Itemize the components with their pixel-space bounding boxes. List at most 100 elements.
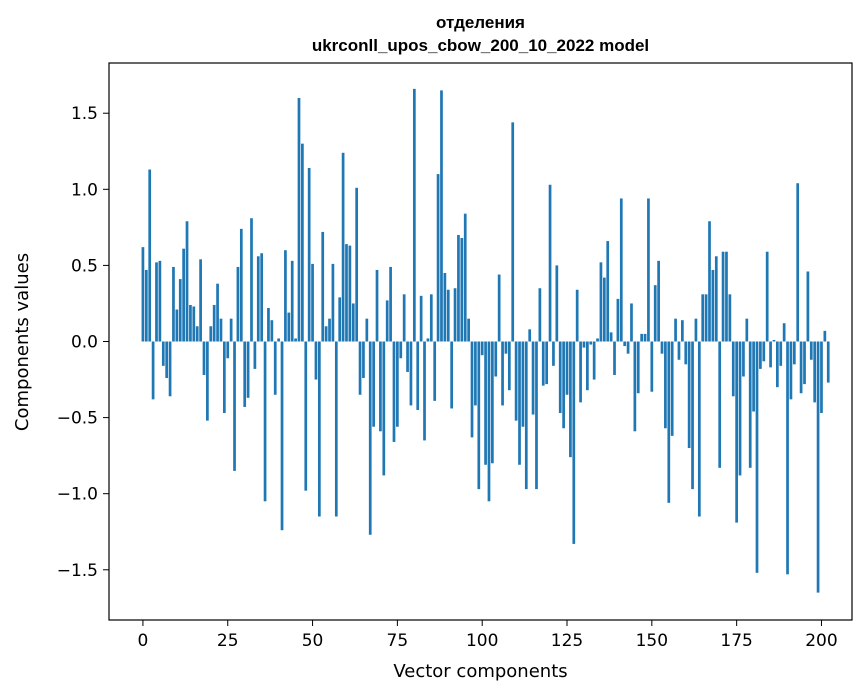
bar xyxy=(460,238,464,342)
bar xyxy=(463,213,467,342)
bar xyxy=(752,341,755,412)
bar xyxy=(189,304,192,342)
bar xyxy=(619,198,623,342)
bar xyxy=(389,266,392,342)
bar xyxy=(301,143,304,342)
bar xyxy=(182,248,185,342)
bar xyxy=(813,341,817,403)
bar xyxy=(511,122,515,342)
bar xyxy=(348,245,352,342)
bar xyxy=(494,341,498,377)
bar xyxy=(470,341,474,438)
bar xyxy=(759,341,762,369)
bar xyxy=(769,341,772,368)
bar xyxy=(738,341,742,476)
bar xyxy=(487,341,491,502)
bar xyxy=(409,341,413,406)
bar xyxy=(287,312,291,342)
bar-series xyxy=(141,88,830,593)
bar xyxy=(776,341,779,388)
bar xyxy=(453,288,457,342)
bar xyxy=(694,318,698,342)
bar xyxy=(385,300,389,342)
bar xyxy=(803,341,806,385)
bar xyxy=(711,269,715,342)
bar xyxy=(480,341,484,356)
bar xyxy=(307,168,311,342)
bar xyxy=(572,341,576,544)
bar xyxy=(616,298,620,342)
bar xyxy=(260,253,264,342)
bar xyxy=(501,341,504,406)
bar xyxy=(521,341,525,427)
bar xyxy=(552,341,555,366)
bar xyxy=(222,341,226,414)
x-tick-label: 200 xyxy=(805,631,837,651)
x-tick-label: 175 xyxy=(720,631,752,651)
bar xyxy=(396,341,399,427)
bar xyxy=(721,251,725,342)
bar xyxy=(586,341,589,391)
bar xyxy=(691,341,694,490)
bar xyxy=(161,341,165,366)
bar xyxy=(368,341,372,535)
bar xyxy=(467,318,470,342)
bar xyxy=(328,318,331,342)
bar xyxy=(541,341,545,386)
bar xyxy=(555,265,559,342)
bar xyxy=(633,341,637,432)
bar xyxy=(674,318,677,342)
bar xyxy=(314,341,318,380)
bar xyxy=(684,341,688,365)
bar xyxy=(256,256,260,342)
bar xyxy=(158,260,162,342)
bar xyxy=(365,318,369,342)
bar xyxy=(606,241,610,342)
bar xyxy=(728,294,732,342)
x-tick-label: 50 xyxy=(302,631,324,651)
bar xyxy=(406,341,409,372)
bar xyxy=(779,341,783,366)
bar xyxy=(155,262,158,342)
bar xyxy=(524,341,528,490)
bar xyxy=(782,323,786,342)
bar xyxy=(531,341,535,415)
bar xyxy=(548,184,552,342)
bar xyxy=(708,221,711,342)
bar xyxy=(141,247,145,342)
bar xyxy=(423,341,426,441)
bar xyxy=(497,274,501,342)
bar xyxy=(219,318,223,342)
bar xyxy=(284,250,287,342)
bar xyxy=(331,263,335,342)
bar xyxy=(714,256,718,342)
bar xyxy=(165,341,169,379)
bar xyxy=(796,183,800,342)
x-tick-label: 75 xyxy=(387,631,409,651)
bar xyxy=(535,341,538,490)
bar xyxy=(199,259,202,342)
bar xyxy=(399,341,403,359)
bar xyxy=(206,341,209,421)
bar xyxy=(484,341,487,465)
bar xyxy=(697,341,701,517)
bar xyxy=(273,341,277,395)
bar xyxy=(667,341,671,503)
bar xyxy=(209,326,213,342)
bar xyxy=(653,285,657,342)
bar xyxy=(436,174,440,342)
bar xyxy=(657,260,660,342)
bar xyxy=(623,341,627,347)
bar xyxy=(599,262,603,342)
bar xyxy=(270,320,274,342)
bar xyxy=(382,341,386,476)
bar xyxy=(575,289,579,342)
y-tick-label: 1.0 xyxy=(71,180,98,200)
bar xyxy=(392,341,396,442)
bar xyxy=(355,187,359,342)
bar xyxy=(507,341,511,391)
y-tick-label: −1.0 xyxy=(57,485,98,505)
bar xyxy=(806,271,810,342)
x-tick-label: 150 xyxy=(636,631,668,651)
